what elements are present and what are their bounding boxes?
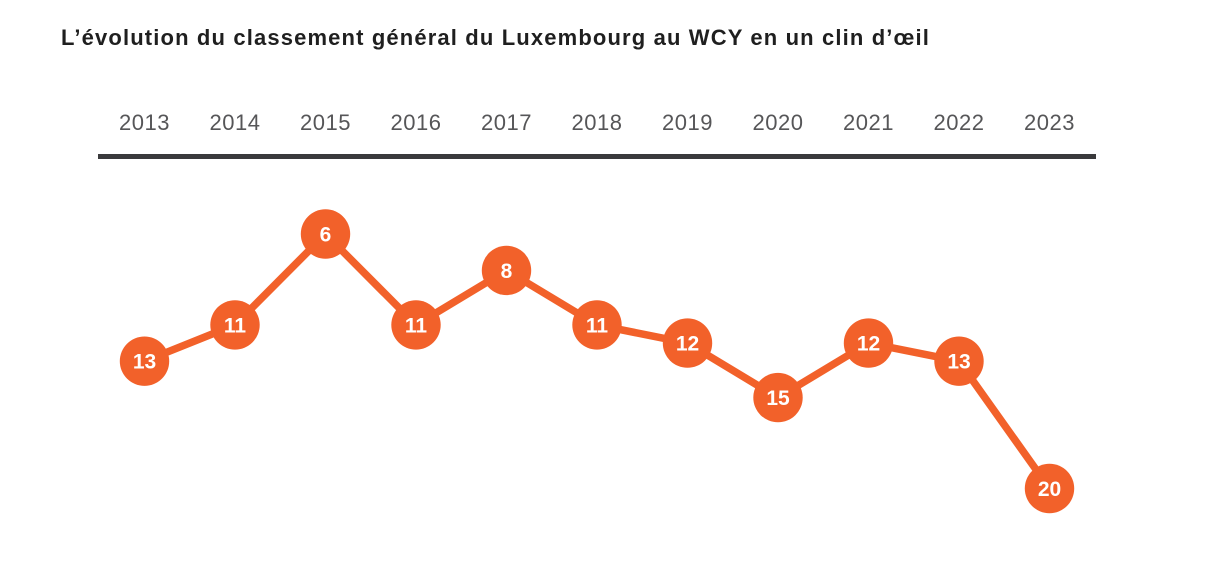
- svg-text:13: 13: [133, 351, 156, 374]
- svg-text:6: 6: [320, 224, 332, 247]
- svg-text:12: 12: [857, 333, 880, 356]
- svg-text:13: 13: [947, 351, 970, 374]
- svg-text:11: 11: [405, 314, 428, 337]
- svg-text:12: 12: [676, 333, 699, 356]
- svg-text:15: 15: [766, 387, 790, 410]
- svg-text:11: 11: [224, 314, 247, 337]
- svg-text:11: 11: [586, 314, 609, 337]
- svg-text:8: 8: [501, 260, 513, 283]
- svg-text:20: 20: [1038, 478, 1061, 501]
